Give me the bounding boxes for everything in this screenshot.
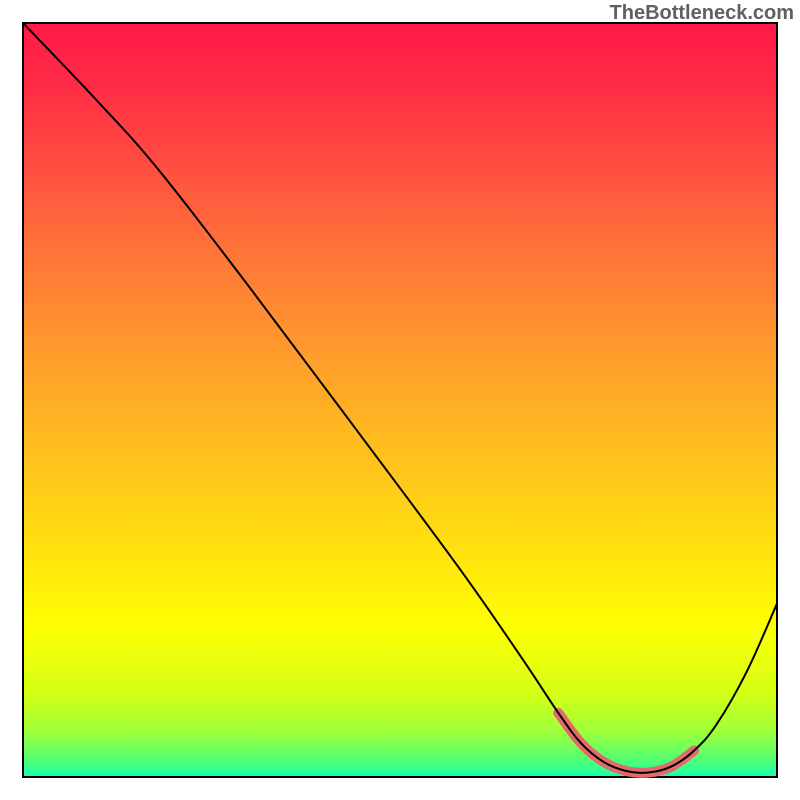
watermark-text: TheBottleneck.com [610,2,794,25]
chart-svg [0,0,800,800]
plot-frame [23,23,777,777]
bottleneck-chart: TheBottleneck.com [0,0,800,800]
